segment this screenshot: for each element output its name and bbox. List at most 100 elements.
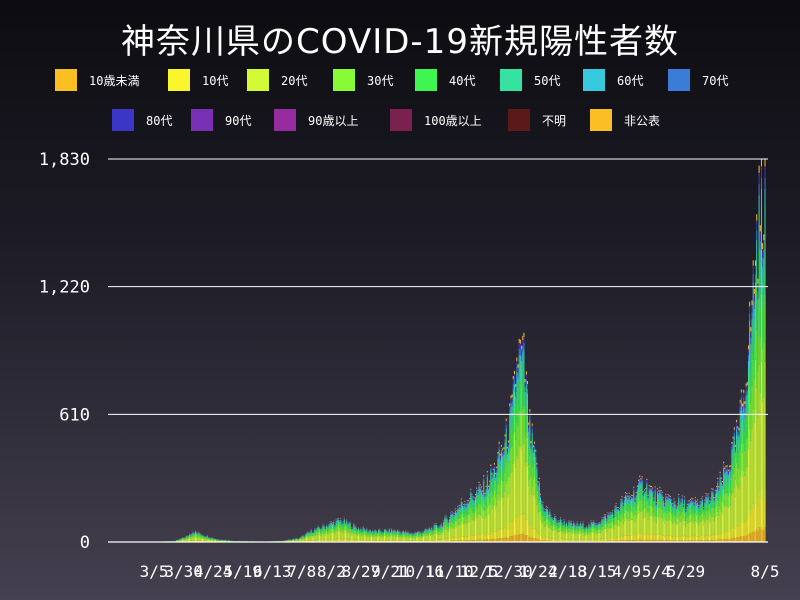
bar-segment [655,540,657,542]
bar-segment [629,498,631,501]
day-bar [513,370,515,542]
day-bar [367,530,369,542]
bar-segment [516,371,518,380]
bar-segment [626,503,628,511]
bar-segment [508,462,510,477]
bar-segment [189,540,191,542]
bar-segment [569,523,571,526]
bar-segment [320,531,322,534]
bar-segment [375,540,377,542]
bar-segment [654,492,656,499]
bar-segment [317,526,319,528]
day-bar [465,504,467,542]
day-bar [433,523,435,542]
bar-segment [620,500,622,502]
bar-segment [539,495,541,497]
bar-segment [541,504,543,506]
bar-segment [323,527,325,529]
bar-segment [319,530,321,533]
bar-segment [486,486,488,497]
bar-segment [335,538,337,542]
bar-segment [523,338,525,344]
legend-swatch [191,109,213,131]
bar-segment [367,534,369,537]
bar-segment [193,535,195,538]
day-bar [595,523,597,542]
bar-segment [599,526,601,530]
bar-segment [192,540,194,542]
bar-segment [656,507,658,517]
bar-segment [502,448,504,451]
bar-segment [503,449,505,451]
bar-segment [496,470,498,473]
bar-segment [419,532,421,534]
bar-segment [649,534,651,540]
bar-segment [526,393,528,400]
day-bar [484,493,486,542]
bar-segment [300,538,302,540]
bar-segment [220,540,222,542]
bar-segment [438,539,440,542]
bar-segment [451,514,453,518]
bar-segment [615,540,617,542]
bar-segment [584,528,586,530]
bar-segment [532,528,534,539]
bar-segment [522,360,524,381]
bar-segment [587,528,589,529]
bar-segment [516,397,518,423]
bar-segment [503,497,505,529]
bar-segment [508,452,510,463]
bar-segment [556,525,558,529]
bar-segment [197,534,199,537]
bar-segment [387,540,389,542]
bar-segment [645,506,647,517]
bar-segment [515,384,517,388]
bar-segment [347,529,349,534]
bar-segment [555,521,557,526]
bar-segment [181,538,183,540]
bar-segment [484,540,486,542]
bar-segment [360,535,362,541]
bar-segment [309,532,311,534]
bar-segment [380,536,382,541]
bar-segment [483,539,485,542]
bar-segment [503,467,505,481]
bar-segment [622,511,624,518]
bar-segment [652,534,654,540]
bar-segment [497,456,499,459]
bar-segment [575,539,577,542]
bar-segment [621,506,623,513]
bar-segment [355,534,357,540]
bar-segment [451,512,453,513]
bar-segment [300,539,302,542]
bar-segment [615,516,617,524]
bar-segment [499,484,501,501]
bar-segment [484,518,486,536]
bar-segment [473,540,475,542]
bar-segment [310,533,312,536]
bar-segment [651,487,653,489]
bar-segment [466,501,468,502]
bar-segment [659,506,661,517]
bar-segment [328,539,330,542]
bar-segment [530,494,532,529]
bar-segment [320,529,322,530]
bar-segment [638,482,640,485]
bar-segment [458,508,460,510]
bar-segment [537,484,539,487]
legend-item: 40代 [415,68,475,92]
bar-segment [359,540,361,542]
day-bar [437,525,439,542]
bar-segment [451,512,453,514]
bar-segment [510,447,512,474]
bar-segment [502,529,504,539]
bar-segment [460,540,462,542]
bar-segment [498,528,500,539]
bar-segment [593,539,595,542]
bar-segment [506,538,508,542]
bar-segment [627,540,629,542]
day-bar [402,530,404,542]
bar-segment [434,527,436,530]
bar-segment [417,534,419,537]
bar-segment [597,526,599,530]
